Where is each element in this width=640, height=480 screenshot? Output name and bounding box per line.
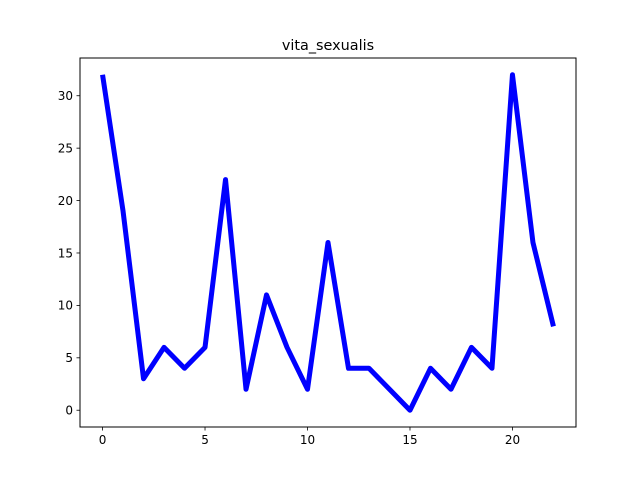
series-line bbox=[100, 72, 556, 413]
y-tick-label: 25 bbox=[58, 141, 73, 155]
x-axis: 0 5 10 15 20 bbox=[99, 427, 520, 447]
y-tick-label: 0 bbox=[65, 404, 73, 418]
y-tick-label: 15 bbox=[58, 246, 73, 260]
x-tick-label: 5 bbox=[201, 433, 209, 447]
plot-area bbox=[100, 72, 556, 413]
plot-frame bbox=[79, 57, 577, 428]
y-tick-label: 10 bbox=[58, 299, 73, 313]
y-tick-label: 30 bbox=[58, 89, 73, 103]
y-tick-label: 20 bbox=[58, 194, 73, 208]
x-tick-label: 15 bbox=[402, 433, 417, 447]
chart-title: vita_sexualis bbox=[282, 38, 374, 54]
y-axis: 0 5 10 15 20 25 30 bbox=[58, 89, 80, 418]
x-tick-label: 10 bbox=[300, 433, 315, 447]
x-tick-label: 20 bbox=[505, 433, 520, 447]
x-tick-label: 0 bbox=[99, 433, 107, 447]
y-tick-label: 5 bbox=[65, 351, 73, 365]
